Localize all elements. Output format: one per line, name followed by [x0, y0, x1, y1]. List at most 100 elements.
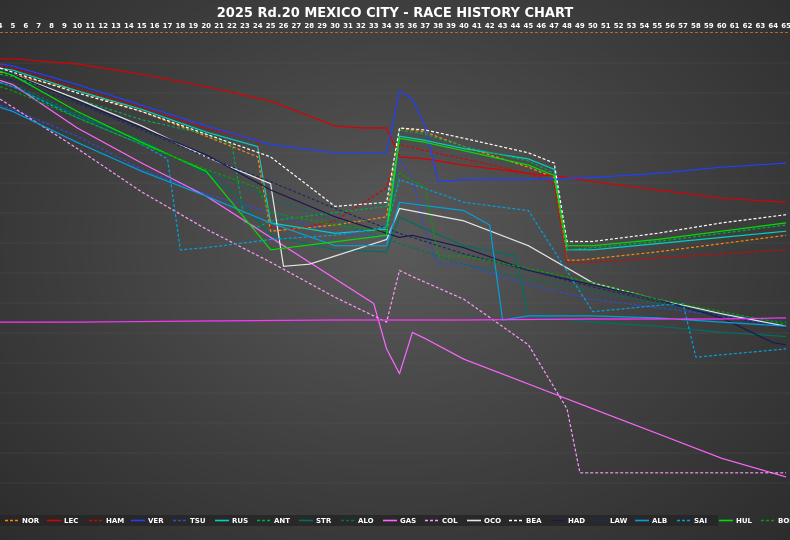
lap-tick-label: 39 [446, 22, 456, 30]
lap-tick-label: 30 [330, 22, 340, 30]
lap-tick-label: 46 [536, 22, 546, 30]
lap-tick-label: 43 [498, 22, 508, 30]
legend-background [0, 515, 718, 526]
lap-tick-label: 12 [98, 22, 108, 30]
chart-title: 2025 Rd.20 MEXICO CITY - RACE HISTORY CH… [217, 6, 574, 21]
legend-label: NOR [22, 517, 40, 525]
lap-tick-label: 45 [524, 22, 534, 30]
lap-tick-label: 14 [124, 22, 134, 30]
legend-label: ALB [652, 517, 667, 525]
legend-label: BOR [778, 517, 790, 525]
lap-tick-label: 44 [511, 22, 521, 30]
lap-tick-label: 64 [768, 22, 778, 30]
legend-label: TSU [190, 517, 206, 525]
series-line-alo [0, 79, 787, 323]
legend-label: VER [148, 517, 164, 525]
series-lines [0, 58, 787, 478]
lap-tick-label: 19 [188, 22, 198, 30]
legend-label: STR [316, 517, 332, 525]
legend-item: HAM [89, 517, 124, 525]
legend-label: RUS [232, 517, 248, 525]
series-line-law [0, 75, 787, 329]
lap-tick-label: 59 [704, 22, 714, 30]
lap-tick-label: 60 [717, 22, 727, 30]
series-line-nor [0, 71, 787, 261]
lap-tick-label: 41 [472, 22, 482, 30]
lap-tick-label: 18 [176, 22, 186, 30]
lap-tick-label: 61 [730, 22, 740, 30]
lap-tick-label: 49 [575, 22, 585, 30]
legend-item: BEA [509, 517, 542, 525]
lap-tick-label: 29 [317, 22, 327, 30]
legend-label: COL [442, 517, 458, 525]
legend-label: LAW [610, 517, 628, 525]
lap-tick-label: 11 [85, 22, 95, 30]
lap-tick-label: 36 [408, 22, 418, 30]
lap-tick-label: 26 [279, 22, 289, 30]
legend-label: GAS [400, 517, 416, 525]
lap-tick-label: 40 [459, 22, 469, 30]
legend-label: ALO [358, 517, 374, 525]
legend-item: VER [131, 517, 164, 525]
lap-tick-label: 34 [382, 22, 392, 30]
lap-axis-ticks: 4567891011121314151617181920212223242526… [0, 22, 790, 30]
lap-tick-label: 35 [395, 22, 405, 30]
lap-tick-label: 32 [356, 22, 366, 30]
lap-tick-label: 63 [755, 22, 765, 30]
lap-tick-label: 57 [678, 22, 688, 30]
legend-label: ANT [274, 517, 290, 525]
lap-tick-label: 24 [253, 22, 263, 30]
lap-tick-label: 54 [639, 22, 649, 30]
lap-tick-label: 50 [588, 22, 598, 30]
legend-item: ALB [635, 517, 667, 525]
lap-tick-label: 8 [49, 22, 54, 30]
lap-tick-label: 53 [627, 22, 637, 30]
lap-tick-label: 27 [292, 22, 302, 30]
series-line-had [0, 69, 787, 346]
lap-tick-label: 58 [691, 22, 701, 30]
legend-item: ALO [341, 517, 374, 525]
series-line-tsu [0, 104, 787, 327]
lap-tick-label: 6 [23, 22, 28, 30]
lap-tick-label: 22 [227, 22, 237, 30]
lap-tick-label: 13 [111, 22, 121, 30]
legend-label: BEA [526, 517, 542, 525]
gridlines [0, 62, 790, 484]
legend-item: HAD [551, 517, 585, 525]
lap-tick-label: 38 [433, 22, 443, 30]
series-line-col [0, 98, 787, 474]
series-line-lec [0, 58, 787, 203]
legend-label: OCO [484, 517, 501, 525]
lap-tick-label: 55 [652, 22, 662, 30]
legend-item: ANT [257, 517, 290, 525]
legend: NOR LEC HAM VER TSU RUS ANT STR ALO GAS COL OCO BEA H… [0, 515, 790, 526]
lap-tick-label: 48 [562, 22, 572, 30]
lap-tick-label: 10 [72, 22, 82, 30]
series-line-rus [0, 67, 787, 251]
lap-tick-label: 37 [420, 22, 430, 30]
legend-item: GAS [383, 517, 416, 525]
legend-label: LEC [64, 517, 78, 525]
legend-label: HUL [736, 517, 753, 525]
lap-tick-label: 28 [304, 22, 314, 30]
lap-tick-label: 56 [665, 22, 675, 30]
lap-tick-label: 47 [549, 22, 559, 30]
lap-tick-label: 33 [369, 22, 379, 30]
lap-tick-label: 31 [343, 22, 353, 30]
lap-tick-label: 51 [601, 22, 611, 30]
lap-tick-label: 4 [0, 22, 3, 30]
series-line-str [0, 82, 787, 338]
series-line-gas [0, 79, 787, 478]
lap-tick-label: 5 [10, 22, 15, 30]
lap-tick-label: 17 [163, 22, 173, 30]
legend-item: STR [299, 517, 332, 525]
legend-item: SAI [677, 517, 707, 525]
lap-tick-label: 15 [137, 22, 147, 30]
series-line-sai [0, 82, 787, 358]
legend-item: OCO [467, 517, 501, 525]
lap-tick-label: 42 [485, 22, 495, 30]
series-line-bea [0, 67, 787, 243]
lap-tick-label: 65 [781, 22, 790, 30]
